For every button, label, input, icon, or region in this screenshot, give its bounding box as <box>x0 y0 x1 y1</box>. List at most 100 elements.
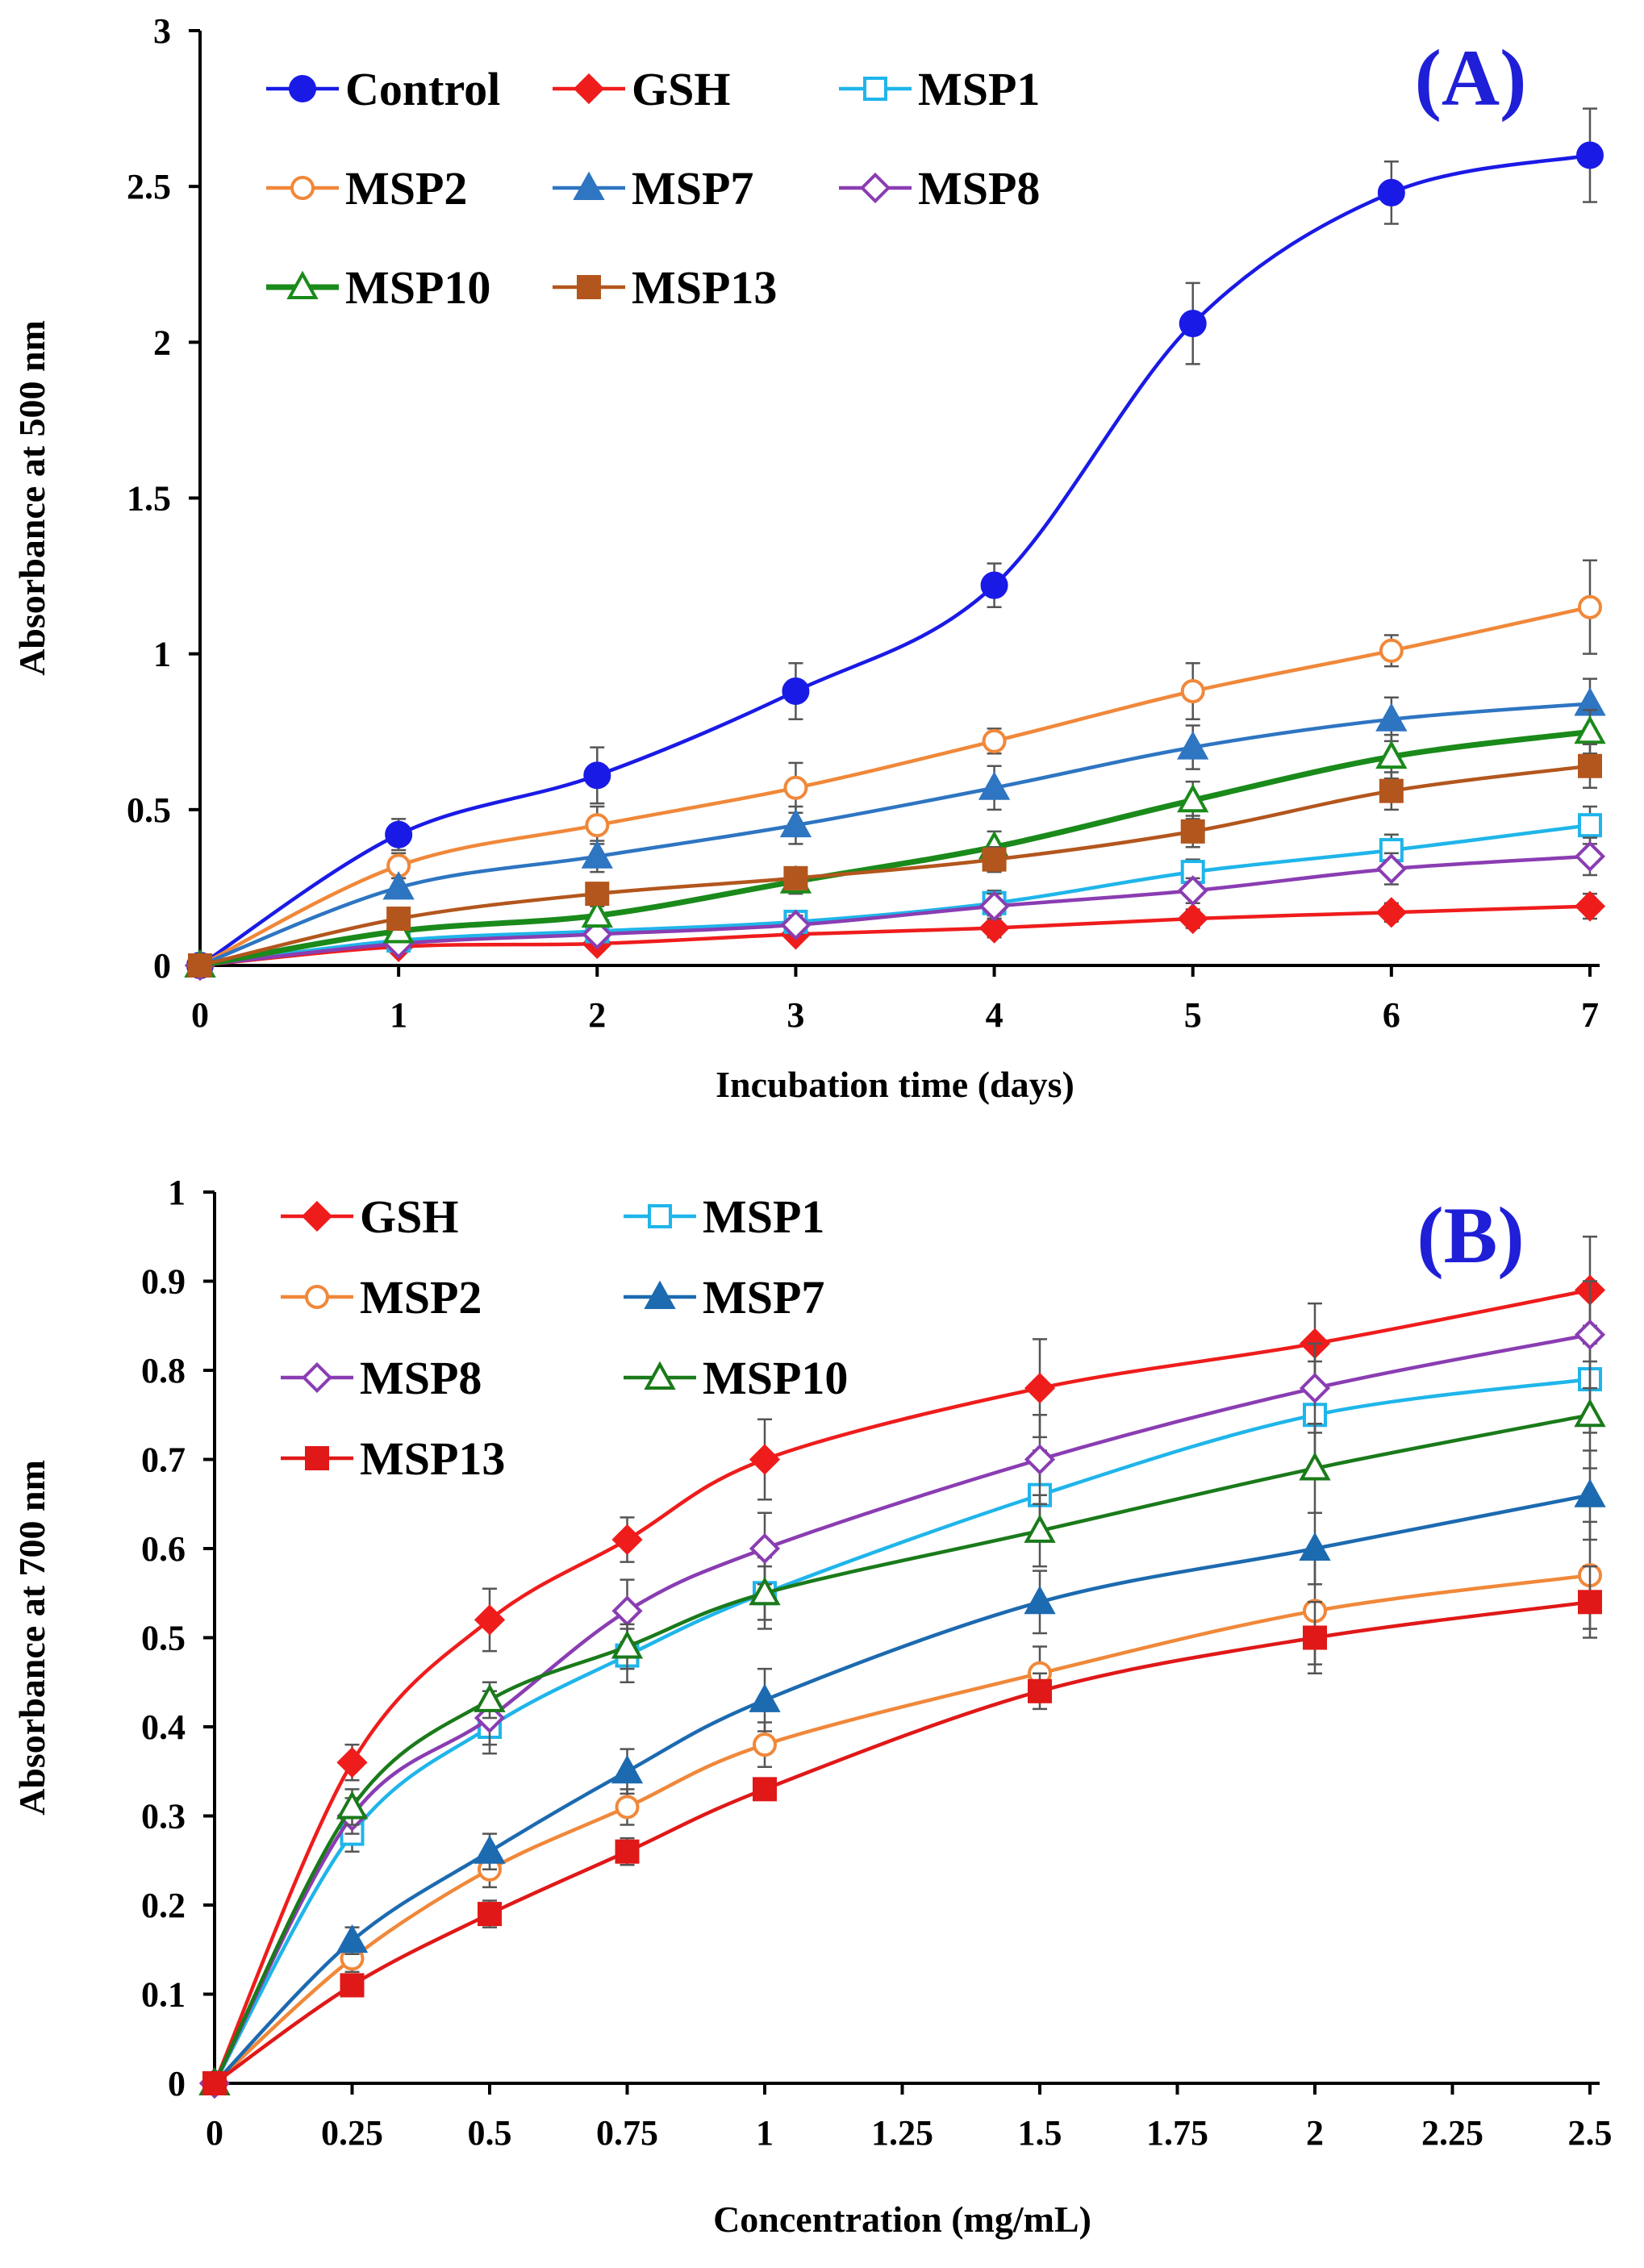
series-line <box>199 823 1591 968</box>
data-point <box>336 1747 368 1778</box>
data-point <box>783 775 808 800</box>
legend-label: GSH <box>360 1190 459 1243</box>
data-point <box>1028 1678 1052 1703</box>
data-point <box>1180 679 1205 704</box>
y-axis-label: Absorbance at 500 nm <box>11 320 52 676</box>
data-point <box>1299 1452 1331 1481</box>
legend-label: MSP13 <box>360 1432 505 1485</box>
series-line <box>199 764 1591 968</box>
legend-entry: MSP13 <box>553 261 777 314</box>
y-tick-label: 0.3 <box>141 1797 186 1836</box>
data-point <box>1024 1444 1056 1475</box>
x-axis-label: Incubation time (days) <box>716 1064 1074 1105</box>
legend-marker <box>305 1446 329 1470</box>
y-tick-label: 0.5 <box>127 790 171 830</box>
series-line <box>212 1413 1591 2085</box>
x-tick-label: 3 <box>787 995 804 1035</box>
series-msp13 <box>202 1565 1602 2095</box>
data-point <box>1574 1398 1606 1428</box>
data-point <box>478 1902 502 1927</box>
legend-entry: Control <box>266 63 500 115</box>
y-tick-label: 2.5 <box>127 167 171 206</box>
panel-a-chart: 0 0.5 1 1.5 2 2.5 3 0 1 2 3 4 5 6 7 Incubation time (da… <box>11 11 1606 1105</box>
series-line <box>213 1493 1591 2085</box>
legend-entry: MSP1 <box>839 63 1040 115</box>
data-point <box>749 1532 781 1565</box>
y-tick-label: 0.4 <box>141 1707 186 1747</box>
legend-label: MSP10 <box>345 261 490 314</box>
data-point <box>581 840 613 869</box>
legend-marker <box>573 73 605 105</box>
data-point <box>1177 783 1209 813</box>
data-point <box>1299 1373 1331 1404</box>
y-tick-label: 0 <box>153 946 171 986</box>
series-msp13 <box>188 743 1602 978</box>
data-point <box>982 847 1007 872</box>
data-point <box>385 820 413 848</box>
legend-entry: MSP2 <box>266 162 467 215</box>
x-tick-label: 0 <box>191 995 209 1035</box>
y-tick-label: 0.9 <box>141 1262 186 1302</box>
data-point <box>585 813 610 838</box>
data-point <box>1179 310 1207 338</box>
data-point <box>1024 1514 1056 1543</box>
legend-entry: MSP10 <box>266 261 490 314</box>
legend-label: MSP13 <box>632 261 777 314</box>
x-tick-label: 2.25 <box>1421 2113 1483 2153</box>
data-point <box>978 771 1011 800</box>
series-control <box>186 107 1604 979</box>
x-tick-label: 6 <box>1383 995 1400 1035</box>
y-tick-label: 0.2 <box>141 1886 186 1925</box>
data-point <box>982 728 1007 753</box>
data-point <box>1299 1532 1331 1561</box>
legend-entry: MSP10 <box>624 1352 848 1404</box>
data-point <box>474 1604 506 1636</box>
data-point <box>474 1683 506 1712</box>
x-tick-label: 1 <box>390 995 407 1035</box>
legend-label: MSP7 <box>632 162 753 215</box>
series-line <box>199 728 1591 969</box>
x-tick-label: 1.5 <box>1018 2113 1062 2153</box>
data-point <box>782 677 810 706</box>
data-point <box>581 898 613 928</box>
legend-marker <box>290 176 315 200</box>
data-point <box>382 871 415 900</box>
data-point <box>474 1835 506 1864</box>
data-point <box>1574 1478 1606 1507</box>
data-point <box>1379 778 1404 803</box>
x-tick-label: 1.25 <box>871 2113 933 2153</box>
data-point <box>749 1683 781 1712</box>
data-point <box>1375 740 1408 769</box>
y-tick-label: 2 <box>153 323 171 362</box>
data-point <box>582 919 613 950</box>
legend-marker <box>648 1204 672 1228</box>
legend-entry: GSH <box>553 63 731 115</box>
data-point <box>611 1595 643 1627</box>
data-point <box>753 1732 777 1757</box>
data-point <box>615 1795 640 1820</box>
data-point <box>753 1777 777 1802</box>
data-point <box>1379 638 1404 663</box>
data-point <box>611 1524 643 1556</box>
y-tick-label: 3 <box>153 11 171 51</box>
x-axis-label: Concentration (mg/mL) <box>713 2199 1091 2240</box>
panel-label: (A) <box>1415 33 1527 123</box>
data-point <box>585 882 610 907</box>
y-tick-label: 0.1 <box>141 1975 186 2015</box>
x-tick-label: 1 <box>756 2113 774 2153</box>
x-tick-label: 2 <box>1306 2113 1324 2153</box>
series-line <box>199 904 1591 968</box>
legend-marker <box>644 1280 676 1309</box>
data-point <box>1377 178 1405 206</box>
x-tick-label: 0 <box>206 2113 223 2153</box>
data-point <box>1578 813 1602 838</box>
legend-entry: MSP7 <box>624 1271 824 1324</box>
y-axis-label: Absorbance at 700 nm <box>11 1460 52 1816</box>
data-point <box>615 1839 640 1864</box>
legend-entry: MSP8 <box>281 1352 482 1404</box>
data-point <box>980 571 1008 599</box>
legend-marker <box>859 172 891 204</box>
legend-marker <box>305 1285 329 1309</box>
data-point <box>188 953 212 978</box>
